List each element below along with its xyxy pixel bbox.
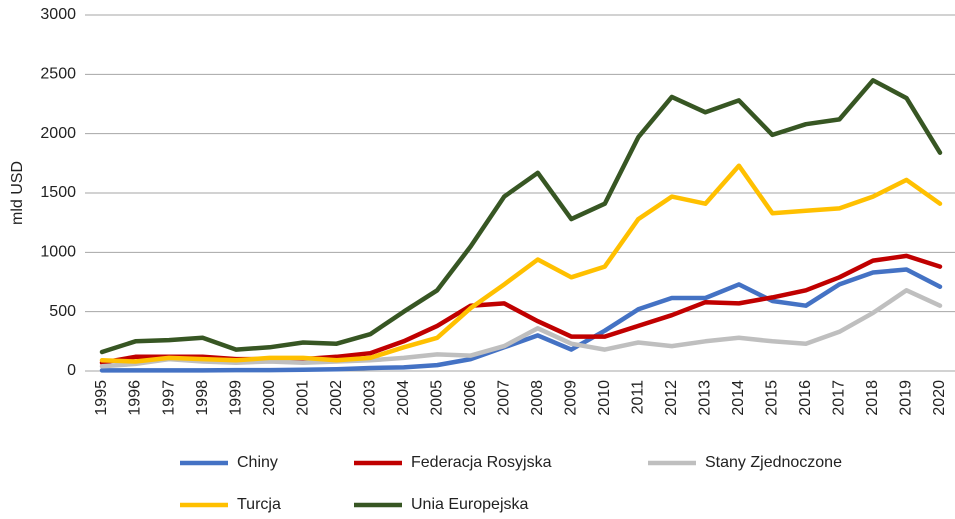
y-tick-label: 500 [49,303,76,320]
y-tick-label: 1000 [40,244,76,261]
x-tick-label: 2020 [931,380,948,416]
x-tick-label: 2005 [428,380,445,416]
x-tick-label: 2013 [697,380,714,416]
legend-label: Chiny [237,454,278,471]
x-tick-label: 2001 [294,380,311,416]
x-tick-label: 2018 [864,380,881,416]
x-tick-label: 2004 [395,380,412,416]
x-tick-label: 2008 [529,380,546,416]
x-tick-label: 2012 [663,380,680,416]
x-tick-label: 1997 [160,380,177,416]
x-tick-label: 2007 [495,380,512,416]
x-tick-label: 2011 [630,380,647,415]
x-tick-label: 1995 [93,380,110,416]
y-tick-label: 2000 [40,125,76,142]
x-tick-label: 2002 [328,380,345,416]
legend-label: Turcja [237,496,281,513]
x-tick-label: 1999 [227,380,244,416]
x-tick-label: 2003 [361,380,378,416]
series-line [99,267,943,373]
series-line [99,163,943,364]
y-tick-label: 0 [67,362,76,379]
x-tick-label: 2015 [764,380,781,416]
x-tick-label: 2000 [261,380,278,416]
y-axis-label: mld USD [9,161,26,225]
series-line [99,288,943,369]
x-tick-label: 1996 [127,380,144,416]
y-tick-label: 2500 [40,66,76,83]
x-tick-label: 2017 [831,380,848,416]
x-tick-label: 2016 [797,380,814,416]
y-tick-label: 3000 [40,6,76,23]
x-tick-label: 2009 [562,380,579,416]
x-tick-label: 1998 [194,380,211,416]
x-tick-label: 2014 [730,380,747,416]
x-tick-label: 2019 [898,380,915,416]
series-line [99,78,943,355]
legend-label: Federacja Rosyjska [411,454,552,471]
x-tick-label: 2010 [596,380,613,416]
x-tick-label: 2006 [462,380,479,416]
y-tick-label: 1500 [40,184,76,201]
legend-label: Unia Europejska [411,496,529,513]
legend-label: Stany Zjednoczone [705,454,842,471]
